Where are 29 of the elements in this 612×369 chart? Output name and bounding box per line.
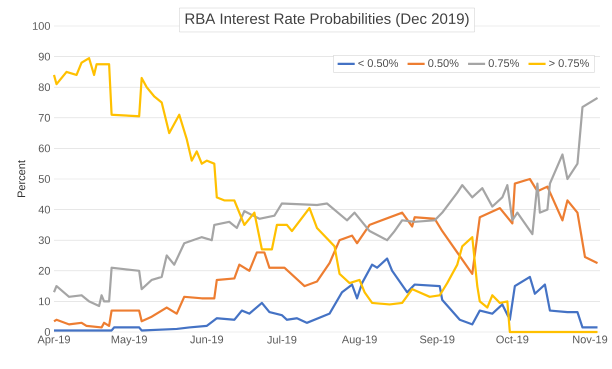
y-tick-label: 30 bbox=[38, 236, 50, 244]
x-tick-label: Nov-19 bbox=[573, 336, 608, 344]
line-series bbox=[52, 57, 599, 334]
y-axis-title: Percent bbox=[18, 160, 26, 198]
x-tick-label: Jun-19 bbox=[190, 336, 224, 344]
y-tick-label: 90 bbox=[38, 52, 50, 60]
x-tick-label: Apr-19 bbox=[38, 336, 70, 346]
line-series bbox=[52, 96, 599, 308]
x-tick-label: May-19 bbox=[112, 336, 147, 346]
y-tick-label: 100 bbox=[32, 22, 50, 30]
y-tick-label: 60 bbox=[38, 144, 50, 152]
y-tick-label: 40 bbox=[38, 206, 50, 214]
line-series bbox=[52, 257, 599, 332]
x-tick-label: Sep-19 bbox=[420, 336, 454, 346]
y-tick-label: 10 bbox=[39, 298, 50, 306]
x-tick-label: Jul-19 bbox=[267, 336, 296, 344]
chart-title: RBA Interest Rate Probabilities (Dec 2019) bbox=[186, 13, 469, 27]
legend-label: 0.75% bbox=[488, 59, 519, 68]
legend-label: 0.50% bbox=[428, 59, 459, 68]
y-tick-label: 70 bbox=[38, 114, 50, 122]
legend-label: < 0.50% bbox=[358, 59, 398, 68]
y-tick-label: 20 bbox=[38, 266, 50, 275]
x-tick-label: Oct-19 bbox=[496, 336, 528, 344]
y-tick-label: 0 bbox=[44, 328, 50, 336]
y-tick-label: 80 bbox=[38, 83, 50, 92]
x-tick-label: Aug-19 bbox=[342, 336, 377, 346]
line-series bbox=[52, 178, 599, 329]
y-tick-label: 50 bbox=[38, 175, 50, 183]
legend-label: > 0.75% bbox=[549, 59, 589, 68]
